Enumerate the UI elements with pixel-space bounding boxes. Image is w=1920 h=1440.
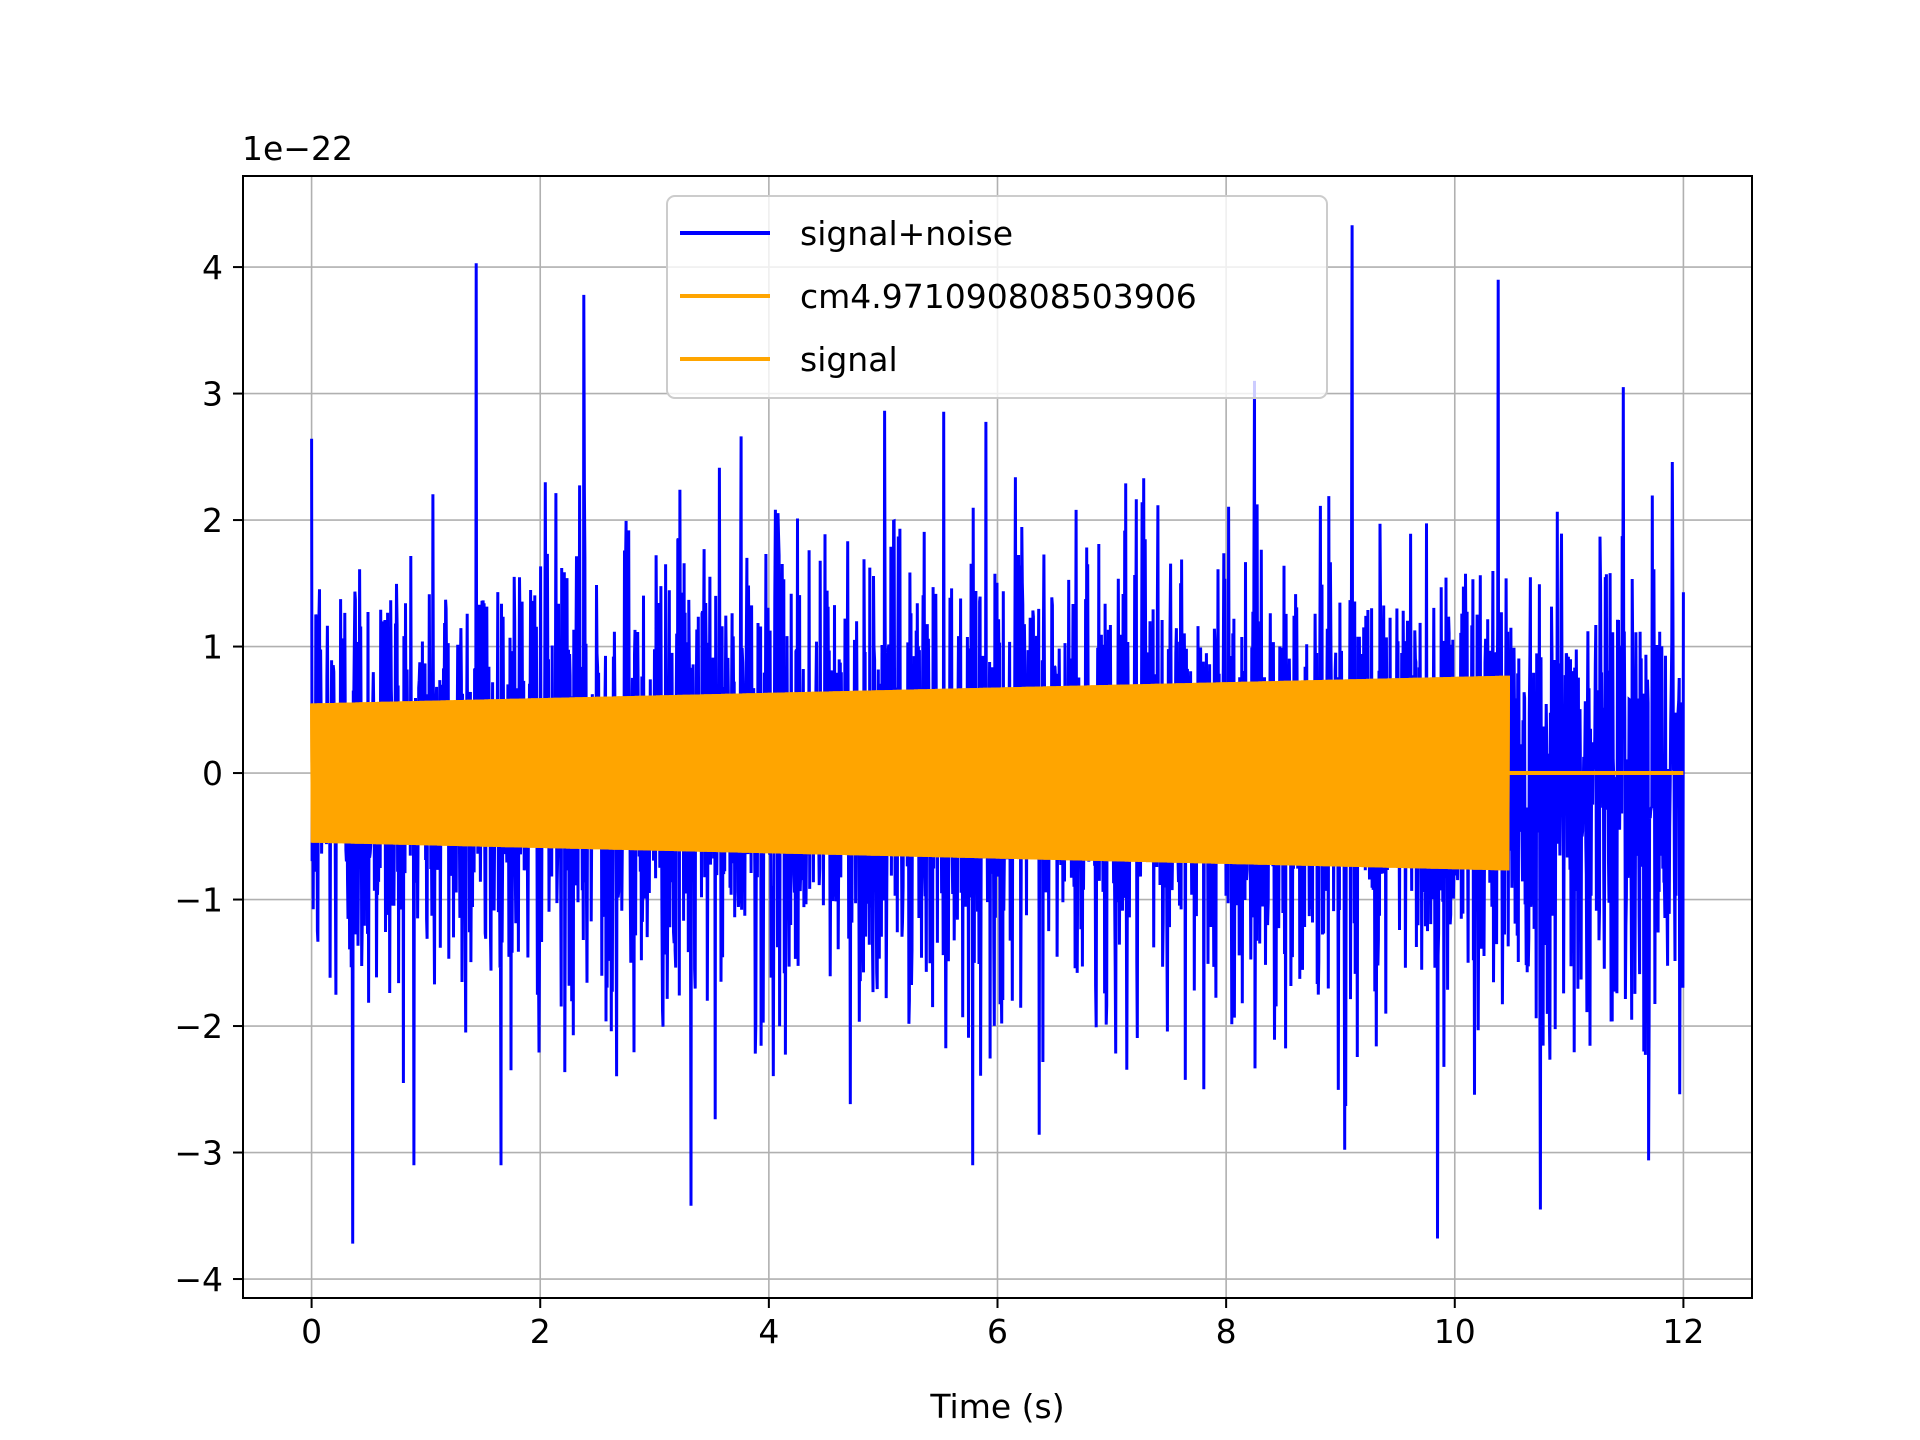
legend-label-cm: cm4.971090808503906 (800, 277, 1197, 316)
y-tick-label: 2 (202, 501, 223, 540)
legend-box (666, 195, 1328, 399)
y-axis: −4 −3 −2 −1 0 1 2 3 4 (174, 248, 243, 1299)
x-tick-label: 6 (987, 1312, 1008, 1351)
x-tick-label: 12 (1662, 1312, 1704, 1351)
x-axis: 0 2 4 6 8 10 12 (301, 1298, 1704, 1351)
legend: signal+noise cm4.971090808503906 signal (666, 195, 1328, 399)
y-tick-label: 4 (202, 248, 223, 287)
x-tick-label: 4 (758, 1312, 779, 1351)
y-tick-label: 1 (202, 628, 223, 667)
y-tick-label: 0 (202, 754, 223, 793)
x-tick-label: 10 (1434, 1312, 1476, 1351)
series-signal (310, 675, 1684, 871)
plot-area (310, 225, 1685, 1244)
x-tick-label: 8 (1216, 1312, 1237, 1351)
line-signal (310, 675, 1510, 871)
x-tick-label: 2 (530, 1312, 551, 1351)
legend-label-signal: signal (800, 340, 898, 379)
x-axis-label: Time (s) (929, 1387, 1064, 1426)
y-offset-label: 1e−22 (242, 129, 353, 168)
x-tick-label: 0 (301, 1312, 322, 1351)
y-tick-label: −4 (174, 1260, 223, 1299)
legend-label-signal-noise: signal+noise (800, 214, 1013, 253)
y-tick-label: −1 (174, 881, 223, 920)
y-tick-label: −2 (174, 1007, 223, 1046)
y-tick-label: 3 (202, 375, 223, 414)
y-tick-label: −3 (174, 1134, 223, 1173)
